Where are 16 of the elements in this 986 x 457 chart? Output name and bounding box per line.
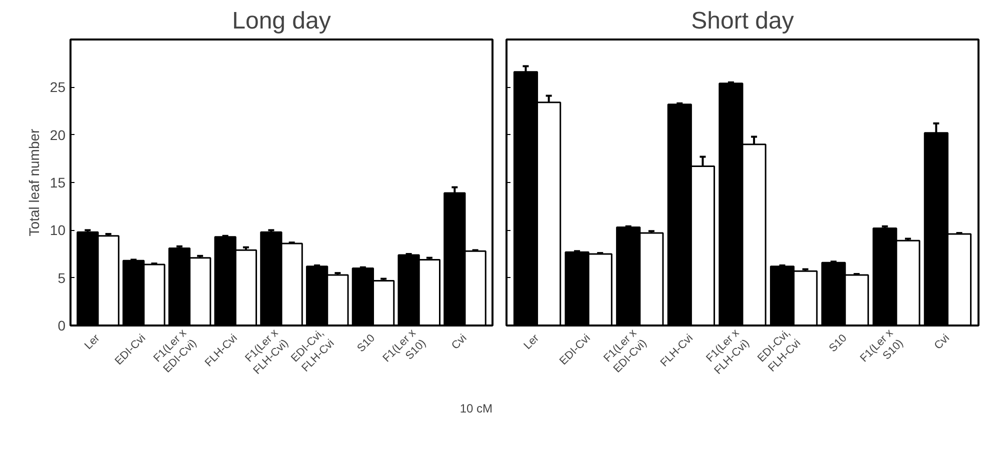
x-tick-label: Cvi bbox=[932, 332, 952, 352]
x-tick-label: Ler bbox=[522, 332, 542, 352]
y-tick-label: 25 bbox=[50, 79, 66, 96]
x-tick-label: S10 bbox=[827, 332, 850, 355]
x-tick-label: Ler bbox=[82, 332, 102, 352]
chart-title: Long day bbox=[232, 8, 331, 34]
y-tick-label: 10 bbox=[50, 222, 66, 238]
x-tick-label: S10 bbox=[355, 332, 378, 355]
x-tick-label: Cvi bbox=[450, 332, 470, 352]
y-tick-label: 0 bbox=[58, 318, 66, 334]
y-axis-title: Total leaf number bbox=[26, 128, 42, 236]
y-tick-label: 20 bbox=[50, 126, 66, 143]
chart-title: Short day bbox=[691, 8, 794, 34]
y-tick-label: 15 bbox=[50, 174, 66, 190]
text: 10 cM bbox=[460, 402, 493, 416]
y-tick-label: 5 bbox=[58, 270, 66, 286]
